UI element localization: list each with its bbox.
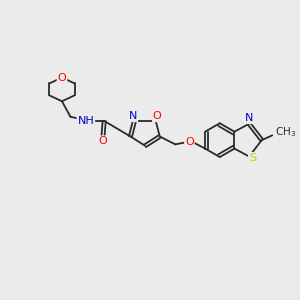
Text: NH: NH (77, 116, 94, 126)
Text: N: N (245, 113, 253, 123)
Text: O: O (185, 136, 194, 146)
Text: N: N (129, 111, 137, 121)
Text: S: S (249, 153, 256, 163)
Text: O: O (153, 111, 162, 121)
Text: CH$_3$: CH$_3$ (275, 126, 296, 140)
Text: O: O (98, 136, 107, 146)
Text: O: O (58, 73, 66, 82)
